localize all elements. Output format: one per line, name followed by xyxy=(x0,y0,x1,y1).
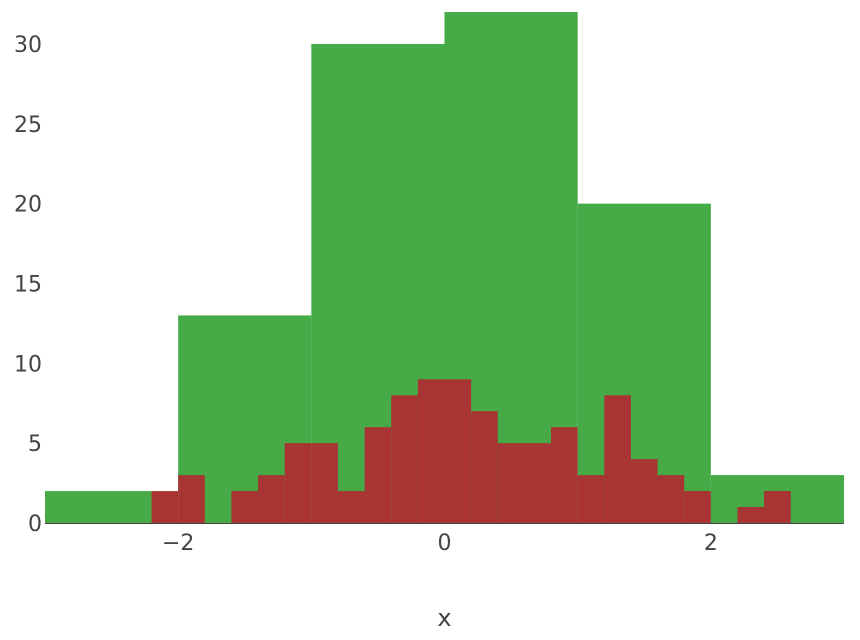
histogram-bar xyxy=(151,491,179,523)
histogram-bar xyxy=(391,395,418,523)
histogram-bar xyxy=(551,427,578,523)
histogram-bar xyxy=(604,395,631,523)
histogram-bar xyxy=(657,475,685,523)
histogram-bar xyxy=(764,491,791,523)
y-tick-label: 25 xyxy=(14,113,42,138)
histogram-bar xyxy=(417,379,445,523)
y-tick-label: 10 xyxy=(14,352,42,377)
histogram-bar xyxy=(471,411,498,523)
histogram-bar xyxy=(45,491,152,523)
histogram-bar xyxy=(444,379,472,523)
histogram-bar xyxy=(178,475,205,523)
y-tick-label: 30 xyxy=(14,33,42,58)
y-tick-label: 5 xyxy=(28,432,42,457)
x-tick-label: 2 xyxy=(704,531,718,556)
series-2 xyxy=(151,379,791,524)
y-axis: 0 5 10 15 20 25 30 xyxy=(14,33,42,537)
x-axis: −2 0 2 xyxy=(162,531,718,556)
y-tick-label: 0 xyxy=(28,512,42,537)
histogram-bar xyxy=(364,427,392,523)
histogram-bar xyxy=(524,443,552,523)
y-tick-label: 20 xyxy=(14,193,42,218)
histogram-bar xyxy=(737,507,765,523)
histogram-bar xyxy=(497,443,525,523)
x-axis-title: x xyxy=(437,604,451,632)
histogram-bar xyxy=(630,459,658,524)
histogram-bar xyxy=(577,475,605,523)
x-tick-label: 0 xyxy=(438,531,452,556)
y-tick-label: 15 xyxy=(14,272,42,297)
histogram-bar xyxy=(337,491,365,523)
histogram-bar xyxy=(684,491,711,523)
histogram-bar xyxy=(258,475,285,523)
plot-area xyxy=(45,12,844,524)
histogram-bar xyxy=(231,491,259,523)
histogram-bar xyxy=(284,443,312,523)
x-tick-label: −2 xyxy=(162,531,194,556)
histogram-bar xyxy=(311,443,338,523)
